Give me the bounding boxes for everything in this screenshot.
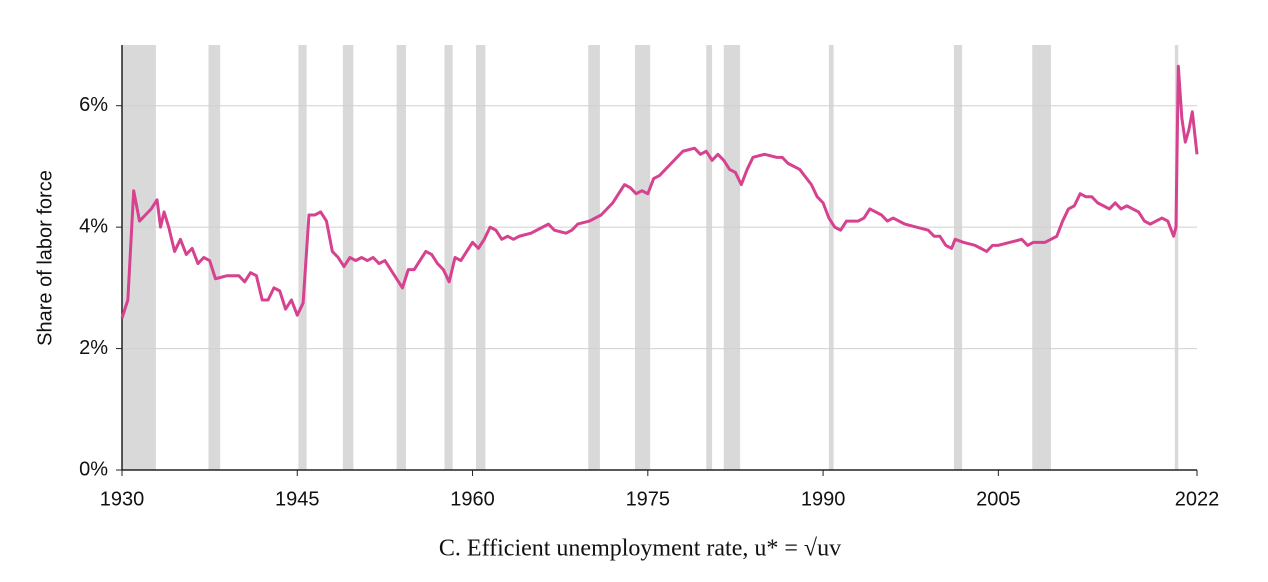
y-tick-label: 2% [79, 337, 108, 359]
recession-band [298, 45, 307, 470]
caption: C. Efficient unemployment rate, u* = √uv [439, 536, 841, 562]
recession-band [444, 45, 453, 470]
recession-band [208, 45, 221, 470]
recession-band [1032, 45, 1051, 470]
y-tick-label: 4% [79, 215, 108, 237]
recession-band [1174, 45, 1179, 470]
recession-band [396, 45, 406, 470]
recession-band [634, 45, 651, 470]
data-line [120, 64, 1199, 319]
recession-band [953, 45, 963, 470]
x-tick-label: 1930 [100, 488, 145, 510]
x-tick-label: 2005 [976, 488, 1021, 510]
x-tick-label: 1960 [450, 488, 495, 510]
x-tick-label: 2022 [1175, 488, 1220, 510]
y-axis-label: Share of labor force [34, 170, 56, 346]
y-tick-label: 0% [79, 458, 108, 480]
recession-band [723, 45, 741, 470]
recession-band [828, 45, 834, 470]
recession-band [706, 45, 713, 470]
recession-band [588, 45, 600, 470]
x-tick-label: 1990 [801, 488, 846, 510]
y-tick-label: 6% [79, 94, 108, 116]
background-layer [122, 45, 1197, 470]
x-tick-label: 1945 [275, 488, 320, 510]
recession-band [122, 45, 156, 470]
x-tick-label: 1975 [626, 488, 671, 510]
recession-band [476, 45, 486, 470]
